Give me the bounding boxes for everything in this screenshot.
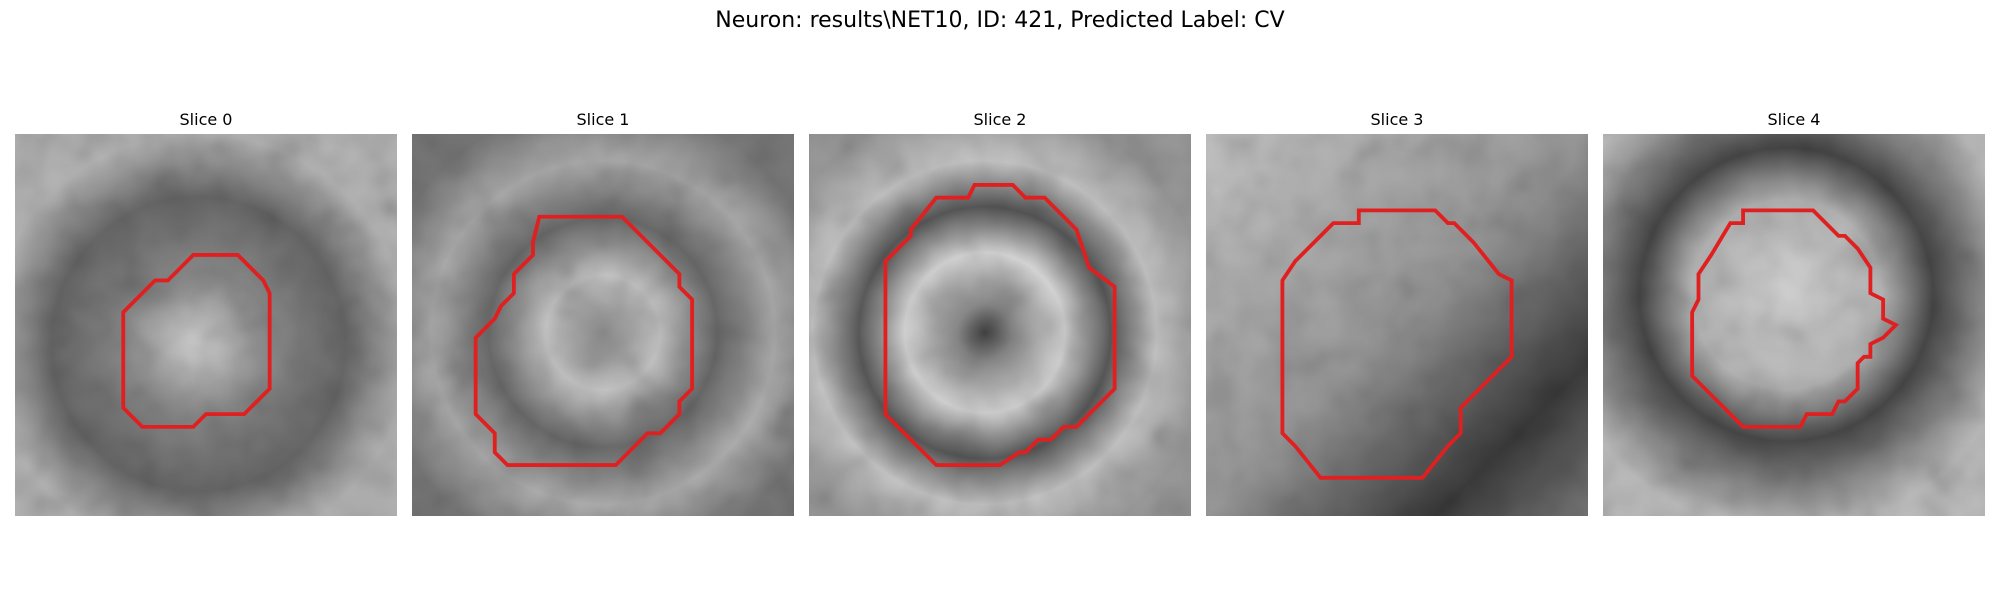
- slice-1-title: Slice 1: [576, 110, 630, 129]
- slice-0-contour: [121, 253, 272, 429]
- slice-2-title: Slice 2: [973, 110, 1027, 129]
- slice-2-canvas: [809, 134, 1191, 516]
- slice-1-image: [412, 134, 794, 516]
- slice-1-canvas: [412, 134, 794, 516]
- slice-0-title: Slice 0: [179, 110, 233, 129]
- slice-4-canvas: [1603, 134, 1985, 516]
- slice-4-title: Slice 4: [1767, 110, 1821, 129]
- figure-title: Neuron: results\NET10, ID: 421, Predicte…: [715, 8, 1285, 33]
- slice-panel-4: Slice 4: [1603, 110, 1985, 516]
- slice-3-contour: [1280, 208, 1514, 480]
- slice-4-image: [1603, 134, 1985, 516]
- slice-panel-3: Slice 3: [1206, 110, 1588, 516]
- slice-2-image: [809, 134, 1191, 516]
- slice-0-canvas: [15, 134, 397, 516]
- slice-2-contour: [883, 183, 1117, 467]
- slice-4-contour: [1690, 208, 1900, 429]
- slice-0-image: [15, 134, 397, 516]
- slice-panel-2: Slice 2: [809, 110, 1191, 516]
- slice-panel-0: Slice 0: [15, 110, 397, 516]
- slice-1-contour: [473, 214, 695, 467]
- slice-3-canvas: [1206, 134, 1588, 516]
- slice-3-image: [1206, 134, 1588, 516]
- slice-3-title: Slice 3: [1370, 110, 1424, 129]
- slice-panel-1: Slice 1: [412, 110, 794, 516]
